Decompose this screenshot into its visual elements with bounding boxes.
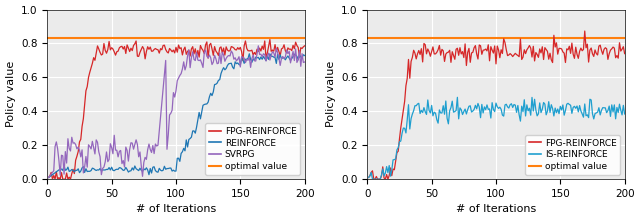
Y-axis label: Policy value: Policy value (326, 61, 335, 127)
X-axis label: # of Iterations: # of Iterations (456, 204, 536, 214)
Legend: FPG-REINFORCE, IS-REINFORCE, optimal value: FPG-REINFORCE, IS-REINFORCE, optimal val… (525, 135, 620, 175)
Y-axis label: Policy value: Policy value (6, 61, 15, 127)
Legend: FPG-REINFORCE, REINFORCE, SVRPG, optimal value: FPG-REINFORCE, REINFORCE, SVRPG, optimal… (205, 123, 300, 175)
X-axis label: # of Iterations: # of Iterations (136, 204, 216, 214)
